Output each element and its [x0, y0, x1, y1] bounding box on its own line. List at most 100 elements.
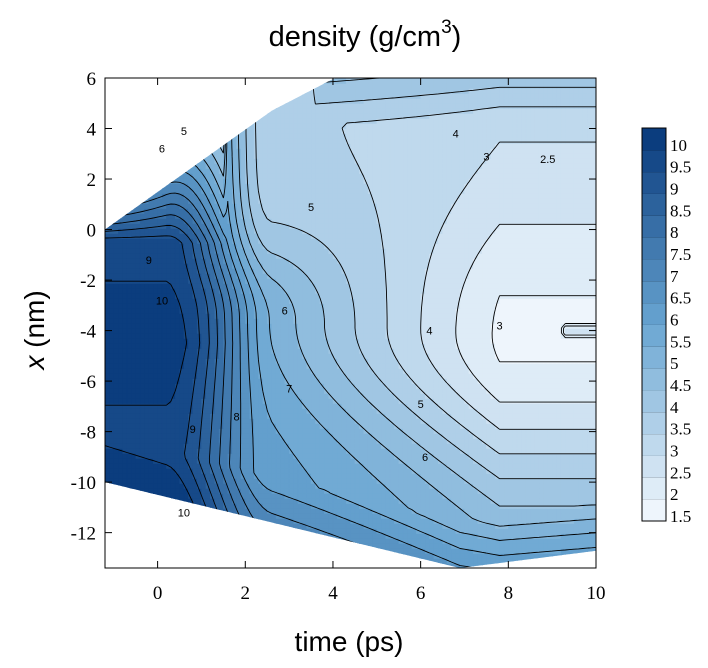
field-cell — [293, 527, 299, 534]
field-cell — [267, 522, 273, 529]
field-cell — [411, 557, 418, 564]
field-cell — [196, 517, 203, 524]
field-cell — [398, 557, 404, 564]
field-cell — [174, 557, 181, 564]
field-cell — [231, 522, 238, 529]
field-cell — [113, 552, 119, 559]
field-cell — [113, 497, 119, 504]
field-cell — [148, 552, 154, 559]
field-cell — [337, 552, 343, 559]
field-cell — [109, 512, 115, 519]
field-cell — [332, 537, 339, 544]
field-cell — [372, 557, 378, 564]
field-cell — [126, 532, 133, 539]
field-cell — [297, 537, 304, 544]
field-cell — [118, 497, 124, 504]
field-cell — [161, 542, 168, 549]
field-cell — [113, 492, 119, 499]
field-cell — [109, 532, 115, 539]
field-cell — [227, 552, 233, 559]
field-cell — [214, 517, 220, 524]
field-cell — [271, 527, 277, 534]
field-cell — [157, 512, 163, 519]
field-cell — [271, 522, 277, 529]
field-cell — [126, 557, 133, 564]
field-cell — [231, 552, 238, 559]
field-cell — [280, 557, 286, 564]
field-cell — [188, 552, 194, 559]
field-cell — [240, 552, 247, 559]
field-cell — [174, 532, 181, 539]
field-cell — [363, 557, 369, 564]
field-cell — [258, 522, 264, 529]
field-cell — [166, 537, 172, 544]
field-cell — [345, 552, 352, 559]
field-cell — [196, 537, 203, 544]
field-cell — [157, 532, 163, 539]
field-cell — [109, 517, 115, 524]
field-cell — [367, 547, 374, 554]
field-cell — [253, 552, 260, 559]
field-cell — [249, 547, 255, 554]
field-cell — [262, 552, 268, 559]
field-cell — [284, 537, 290, 544]
field-cell — [319, 542, 325, 549]
field-cell — [105, 492, 111, 499]
field-cell — [267, 537, 273, 544]
field-cell — [192, 557, 198, 564]
field-cell — [210, 532, 216, 539]
field-cell — [122, 502, 128, 509]
field-cell — [166, 522, 172, 529]
field-cell — [210, 517, 216, 524]
field-cell — [280, 527, 286, 534]
field-cell — [139, 517, 146, 524]
field-cell — [275, 557, 282, 564]
field-cell — [231, 537, 238, 544]
field-cell — [174, 527, 181, 534]
field-cell — [236, 557, 242, 564]
field-cell — [126, 527, 133, 534]
field-cell — [240, 527, 247, 534]
field-cell — [569, 552, 575, 559]
field-cell — [139, 552, 146, 559]
field-cell — [205, 552, 211, 559]
field-cell — [183, 537, 190, 544]
field-cell — [565, 557, 571, 564]
field-cell — [126, 547, 133, 554]
field-cell — [236, 552, 242, 559]
field-cell — [302, 547, 308, 554]
field-cell — [183, 542, 190, 549]
field-cell — [288, 547, 295, 554]
field-cell — [144, 532, 150, 539]
field-cell — [131, 532, 137, 539]
field-cell — [153, 542, 159, 549]
field-cell — [135, 492, 141, 499]
field-cell — [109, 547, 115, 554]
field-cell — [170, 537, 176, 544]
field-cell — [170, 527, 176, 534]
field-cell — [131, 497, 137, 504]
field-cell — [131, 527, 137, 534]
field-cell — [328, 552, 334, 559]
field-cell — [126, 497, 133, 504]
field-cell — [240, 517, 247, 524]
field-cell — [192, 527, 198, 534]
field-cell — [258, 527, 264, 534]
field-cell — [227, 542, 233, 549]
field-cell — [161, 517, 168, 524]
field-cell — [214, 537, 220, 544]
field-cell — [271, 552, 277, 559]
field-cell — [196, 542, 203, 549]
field-cell — [363, 552, 369, 559]
field-cell — [144, 522, 150, 529]
field-cell — [113, 557, 119, 564]
field-cell — [153, 507, 159, 514]
field-cell — [105, 532, 111, 539]
field-cell — [157, 522, 163, 529]
field-cell — [161, 512, 168, 519]
field-cell — [118, 557, 124, 564]
field-cell — [118, 547, 124, 554]
field-cell — [135, 502, 141, 509]
field-cell — [210, 522, 216, 529]
field-cell — [218, 552, 225, 559]
